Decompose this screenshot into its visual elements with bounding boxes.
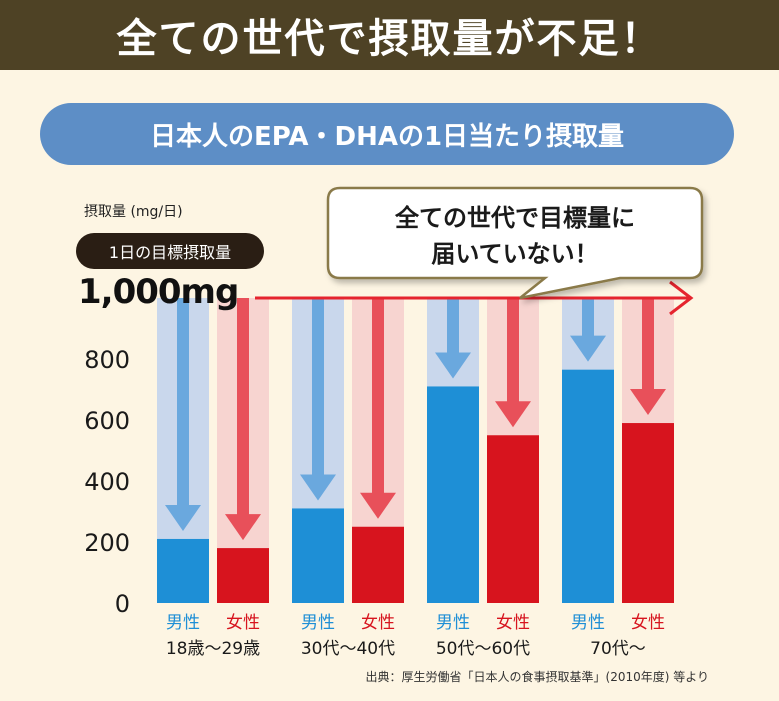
y-tick-400: 400 — [84, 468, 130, 496]
chart-subtitle: 日本人のEPA・DHAの1日当たり摂取量 — [149, 121, 625, 152]
series-label-male-3: 男性 — [571, 613, 605, 633]
chart-subtitle-pill: 日本人のEPA・DHAの1日当たり摂取量 — [40, 103, 734, 165]
gap-arrow-shaft-male-1 — [312, 298, 324, 477]
callout-layer: 全ての世代で目標量に 届いていない！ — [326, 186, 704, 300]
bar-male-1 — [292, 508, 344, 603]
gap-arrow-head-male-1 — [300, 474, 336, 501]
gap-arrow-shaft-female-1 — [372, 298, 384, 495]
target-badge-label: 1日の目標摂取量 — [108, 243, 232, 262]
y-tick-0: 0 — [115, 590, 130, 618]
series-label-female-0: 女性 — [226, 613, 260, 633]
y-axis-unit-label: 摂取量 (mg/日) — [84, 204, 183, 220]
bar-female-2 — [487, 435, 539, 603]
gap-arrow-head-female-0 — [225, 514, 261, 541]
series-label-male-2: 男性 — [436, 613, 470, 633]
category-label-1: 30代～40代 — [301, 639, 395, 659]
bar-male-2 — [427, 386, 479, 603]
category-label-3: 70代～ — [590, 639, 646, 659]
source-note: 出典：厚生労働省「日本人の食事摂取基準」(2010年度) 等より — [365, 670, 709, 684]
banner-title: 全ての世代で摂取量が不足！ — [116, 16, 663, 62]
target-badge: 1日の目標摂取量 — [76, 233, 264, 269]
gap-arrow-shaft-male-2 — [447, 298, 459, 355]
bar-female-1 — [352, 526, 404, 603]
series-label-female-2: 女性 — [496, 613, 530, 633]
target-value: 1,000mg — [78, 272, 239, 312]
bar-female-0 — [217, 548, 269, 603]
callout-bubble — [326, 186, 704, 300]
series-label-male-0: 男性 — [166, 613, 200, 633]
bar-male-0 — [157, 538, 209, 603]
category-label-0: 18歳～29歳 — [166, 639, 260, 659]
gap-arrow-shaft-female-0 — [237, 298, 249, 517]
y-tick-800: 800 — [84, 346, 130, 374]
series-label-female-3: 女性 — [631, 613, 665, 633]
callout-line2: 届いていない！ — [431, 240, 598, 268]
gap-arrow-shaft-male-0 — [177, 298, 189, 507]
gap-arrow-head-female-3 — [630, 389, 666, 416]
y-tick-200: 200 — [84, 529, 130, 557]
callout-line1: 全ての世代で目標量に — [394, 204, 635, 232]
gap-arrow-head-male-2 — [435, 352, 471, 379]
gap-arrow-head-female-1 — [360, 492, 396, 519]
category-label-2: 50代～60代 — [436, 639, 530, 659]
series-label-female-1: 女性 — [361, 613, 395, 633]
gap-arrow-head-male-3 — [570, 335, 606, 362]
target-layer — [255, 280, 694, 316]
gap-arrow-shaft-male-3 — [582, 298, 594, 338]
bar-female-3 — [622, 423, 674, 603]
page-banner: 全ての世代で摂取量が不足！ — [0, 0, 779, 70]
gap-arrow-head-male-0 — [165, 504, 201, 531]
gap-arrow-head-female-2 — [495, 401, 531, 428]
bar-male-3 — [562, 369, 614, 603]
target-line-arrowhead — [669, 280, 694, 316]
bars-layer — [157, 298, 674, 603]
gap-arrow-shaft-female-2 — [507, 298, 519, 404]
y-tick-600: 600 — [84, 407, 130, 435]
series-label-male-1: 男性 — [301, 613, 335, 633]
gap-arrow-shaft-female-3 — [642, 298, 654, 392]
